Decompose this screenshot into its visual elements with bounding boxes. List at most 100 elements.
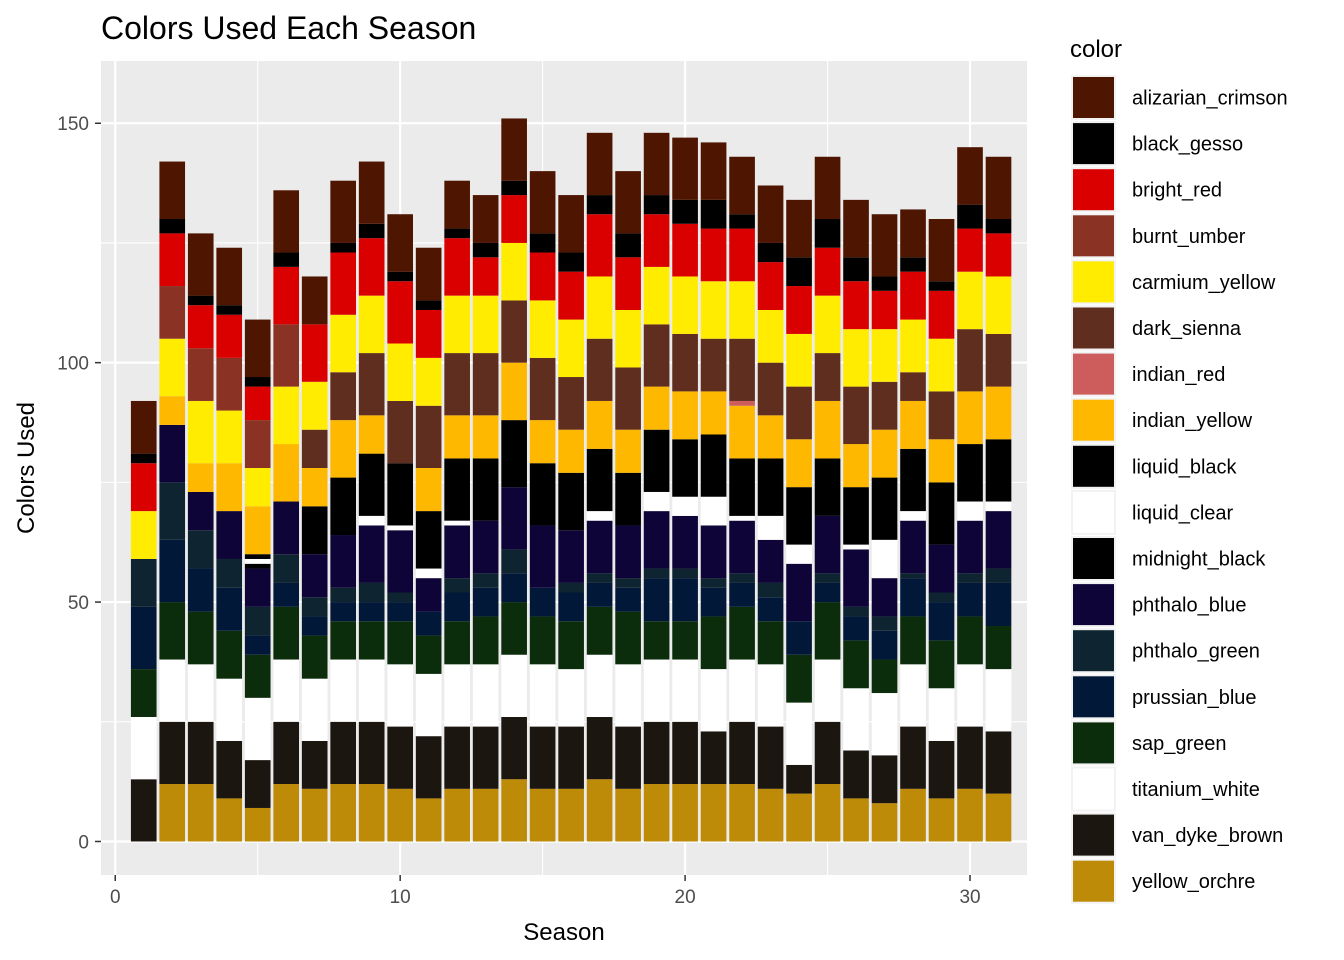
- bar-segment-sap-green: [444, 621, 470, 665]
- bar-segment-prussian-blue: [643, 578, 670, 622]
- bar-segment-carmium-yellow: [244, 468, 271, 507]
- bar-stack-season-7: [301, 276, 328, 842]
- bar-segment-titanium-white: [786, 702, 812, 765]
- bar-segment-phthalo-blue: [187, 491, 214, 531]
- legend-key-swatch: [1073, 399, 1114, 441]
- bar-segment-sap-green: [900, 616, 926, 665]
- bar-segment-alizarian-crimson: [814, 156, 841, 220]
- bar-segment-alizarian-crimson: [301, 276, 328, 325]
- bar-segment-prussian-blue: [586, 582, 613, 607]
- bar-segment-liquid-clear: [871, 539, 898, 579]
- bar-segment-phthalo-blue: [615, 525, 641, 579]
- bar-segment-yellow-orchre: [586, 779, 613, 842]
- bar-segment-liquid-black: [985, 439, 1012, 502]
- bar-segment-carmium-yellow: [700, 281, 727, 339]
- bar-segment-dark-sienna: [928, 391, 955, 440]
- bar-segment-indian-yellow: [273, 444, 300, 502]
- bar-segment-black-gesso: [444, 228, 470, 239]
- legend-item-indian-red: indian_red: [1071, 351, 1225, 397]
- bar-segment-black-gesso: [729, 214, 755, 229]
- bar-segment-indian-yellow: [928, 439, 955, 483]
- bar-segment-indian-yellow: [643, 386, 670, 430]
- bar-segment-bright-red: [472, 257, 499, 296]
- bar-segment-sap-green: [558, 621, 584, 670]
- bar-segment-sap-green: [187, 611, 214, 665]
- bar-stack-season-17: [586, 132, 613, 842]
- bar-segment-bright-red: [501, 195, 527, 243]
- bar-segment-titanium-white: [301, 678, 328, 741]
- bar-segment-liquid-black: [301, 506, 328, 555]
- legend-item-burnt-umber: burnt_umber: [1071, 213, 1246, 259]
- bar-segment-prussian-blue: [700, 587, 727, 617]
- bar-segment-indian-yellow: [330, 420, 357, 478]
- bar-segment-phthalo-green: [586, 573, 613, 583]
- bar-segment-dark-sienna: [814, 353, 841, 401]
- bar-segment-titanium-white: [130, 716, 157, 780]
- bar-segment-van-dyke-brown: [928, 740, 955, 799]
- legend-key-swatch: [1073, 768, 1114, 810]
- bar-segment-dark-sienna: [757, 362, 784, 416]
- y-tick-label: 150: [57, 114, 89, 135]
- bar-segment-liquid-clear: [643, 491, 670, 512]
- bar-segment-bright-red: [672, 223, 698, 277]
- bar-segment-liquid-clear: [729, 515, 755, 521]
- bar-segment-titanium-white: [187, 664, 214, 722]
- bar-segment-carmium-yellow: [615, 309, 641, 368]
- bar-segment-black-gesso: [643, 195, 670, 215]
- legend-key-swatch: [1073, 169, 1114, 211]
- bar-segment-dark-sienna: [900, 372, 926, 401]
- bar-segment-titanium-white: [244, 697, 271, 761]
- bar-segment-van-dyke-brown: [130, 779, 157, 842]
- bar-segment-burnt-umber: [273, 324, 300, 387]
- bar-segment-carmium-yellow: [558, 319, 584, 378]
- bar-segment-phthalo-blue: [957, 520, 983, 574]
- bar-segment-prussian-blue: [843, 616, 869, 641]
- x-axis: 0 10 20 30: [110, 875, 981, 908]
- bar-segment-dark-sienna: [387, 400, 413, 464]
- bar-segment-dark-sienna: [330, 372, 357, 421]
- legend-key-swatch: [1073, 77, 1114, 118]
- bar-segment-alizarian-crimson: [130, 400, 157, 454]
- bar-segment-carmium-yellow: [301, 381, 328, 430]
- bar-segment-bright-red: [957, 228, 983, 272]
- bar-segment-phthalo-blue: [729, 520, 755, 574]
- bar-segment-phthalo-green: [244, 606, 271, 636]
- bar-segment-phthalo-green: [273, 554, 300, 583]
- legend-key-swatch: [1073, 676, 1114, 718]
- bar-stack-season-13: [472, 195, 499, 842]
- bar-segment-titanium-white: [985, 669, 1012, 732]
- bar-segment-yellow-orchre: [472, 788, 499, 842]
- bar-segment-van-dyke-brown: [472, 726, 499, 789]
- bar-segment-prussian-blue: [472, 587, 499, 617]
- chart-title: Colors Used Each Season: [101, 10, 476, 46]
- bar-segment-phthalo-green: [900, 573, 926, 579]
- bar-segment-yellow-orchre: [444, 788, 470, 842]
- bar-segment-carmium-yellow: [273, 386, 300, 445]
- bar-segment-yellow-orchre: [387, 788, 413, 842]
- bar-segment-black-gesso: [501, 180, 527, 196]
- bar-segment-yellow-orchre: [928, 798, 955, 842]
- bar-stack-season-3: [187, 233, 214, 842]
- bar-segment-alizarian-crimson: [586, 132, 613, 196]
- bar-segment-alizarian-crimson: [900, 209, 926, 258]
- bar-segment-liquid-clear: [985, 501, 1012, 512]
- bar-segment-sap-green: [928, 640, 955, 689]
- bar-segment-carmium-yellow: [729, 281, 755, 339]
- bar-segment-liquid-black: [729, 458, 755, 516]
- bar-segment-bright-red: [615, 257, 641, 310]
- bar-segment-liquid-black: [444, 458, 470, 521]
- bar-segment-phthalo-green: [159, 482, 186, 540]
- bar-segment-van-dyke-brown: [985, 731, 1012, 794]
- bar-segment-liquid-black: [928, 482, 955, 545]
- legend-item-alizarian-crimson: alizarian_crimson: [1071, 75, 1288, 120]
- bar-segment-phthalo-blue: [529, 525, 556, 588]
- bar-stack-season-14: [501, 118, 527, 842]
- bar-segment-liquid-clear: [786, 544, 812, 564]
- bar-segment-prussian-blue: [672, 578, 698, 622]
- bar-segment-bright-red: [928, 290, 955, 339]
- bar-segment-sap-green: [159, 602, 186, 660]
- bar-segment-sap-green: [501, 602, 527, 655]
- bar-segment-bright-red: [643, 214, 670, 267]
- bar-segment-liquid-black: [244, 554, 271, 559]
